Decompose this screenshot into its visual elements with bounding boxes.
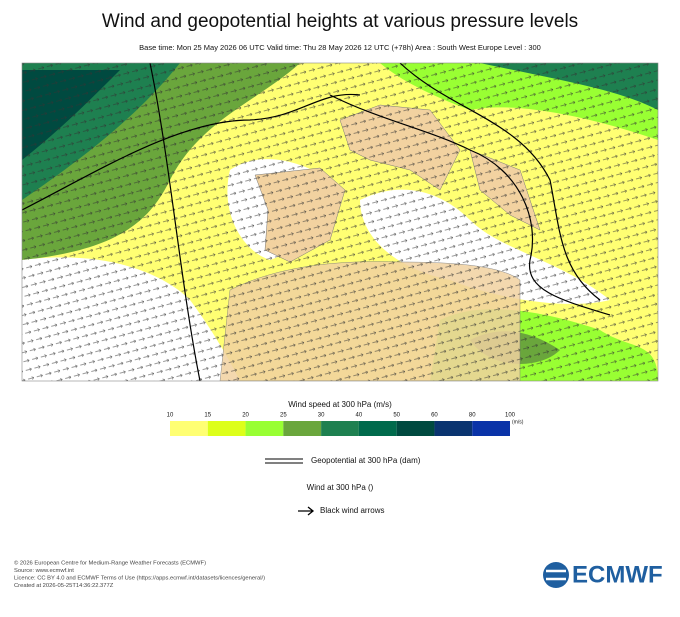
colorbar-unit: (m/s) bbox=[512, 419, 524, 425]
colorbar-swatch bbox=[321, 421, 359, 436]
colorbar-swatch bbox=[396, 421, 435, 436]
footer-line: Created at 2026-05-25T14:36:22.377Z bbox=[14, 583, 114, 589]
footer-line: © 2026 European Centre for Medium-Range … bbox=[14, 560, 206, 567]
colorbar-swatch bbox=[434, 421, 473, 436]
arrows-label: Black wind arrows bbox=[320, 506, 384, 515]
logo-mark bbox=[546, 569, 566, 581]
colorbar-swatch bbox=[472, 421, 510, 436]
colorbar-swatch bbox=[245, 421, 284, 436]
title: Wind and geopotential heights at various… bbox=[102, 11, 578, 32]
footer-line: Licence: CC BY 4.0 and ECMWF Terms of Us… bbox=[14, 576, 265, 582]
logo-text: ECMWF bbox=[572, 561, 663, 588]
geopotential-label: Geopotential at 300 hPa (dam) bbox=[311, 456, 421, 465]
colorbar: 10 15 20 25 30 40 50 60 80 100(m/s) bbox=[167, 413, 524, 436]
colorbar-tick-label: 40 bbox=[356, 413, 363, 419]
colorbar-tick-label: 50 bbox=[393, 413, 400, 419]
footer: © 2026 European Centre for Medium-Range … bbox=[14, 560, 265, 590]
wind-arrows bbox=[22, 63, 658, 381]
colorbar-swatch bbox=[207, 421, 246, 436]
geopotential-contour bbox=[22, 93, 361, 211]
colorbar-tick-label: 30 bbox=[318, 413, 325, 419]
arrow-symbol bbox=[298, 506, 315, 516]
footer-line: Source: www.ecmwf.int bbox=[14, 568, 74, 574]
geopotential-contour bbox=[399, 63, 601, 301]
geopotential-contour bbox=[149, 63, 201, 381]
wind-label: Wind at 300 hPa () bbox=[307, 483, 374, 492]
map bbox=[22, 63, 658, 381]
colorbar-swatch bbox=[170, 421, 208, 436]
colorbar-tick-label: 80 bbox=[469, 413, 476, 419]
colorbar-tick-label: 20 bbox=[242, 413, 249, 419]
colorbar-tick-label: 60 bbox=[431, 413, 438, 419]
logo: ECMWF bbox=[543, 561, 663, 588]
logo-mark bbox=[543, 562, 569, 588]
map-frame bbox=[21, 62, 659, 382]
colorbar-tick-label: 15 bbox=[204, 413, 211, 419]
colorbar-swatch bbox=[358, 421, 397, 436]
subtitle: Base time: Mon 25 May 2026 06 UTC Valid … bbox=[139, 43, 541, 52]
geopotential-contour bbox=[329, 94, 611, 316]
colorbar-tick-label: 100 bbox=[505, 413, 516, 419]
colorbar-title: Wind speed at 300 hPa (m/s) bbox=[288, 400, 392, 409]
colorbar-tick-label: 25 bbox=[280, 413, 287, 419]
colorbar-swatch bbox=[283, 421, 322, 436]
colorbar-tick-label: 10 bbox=[167, 413, 174, 419]
